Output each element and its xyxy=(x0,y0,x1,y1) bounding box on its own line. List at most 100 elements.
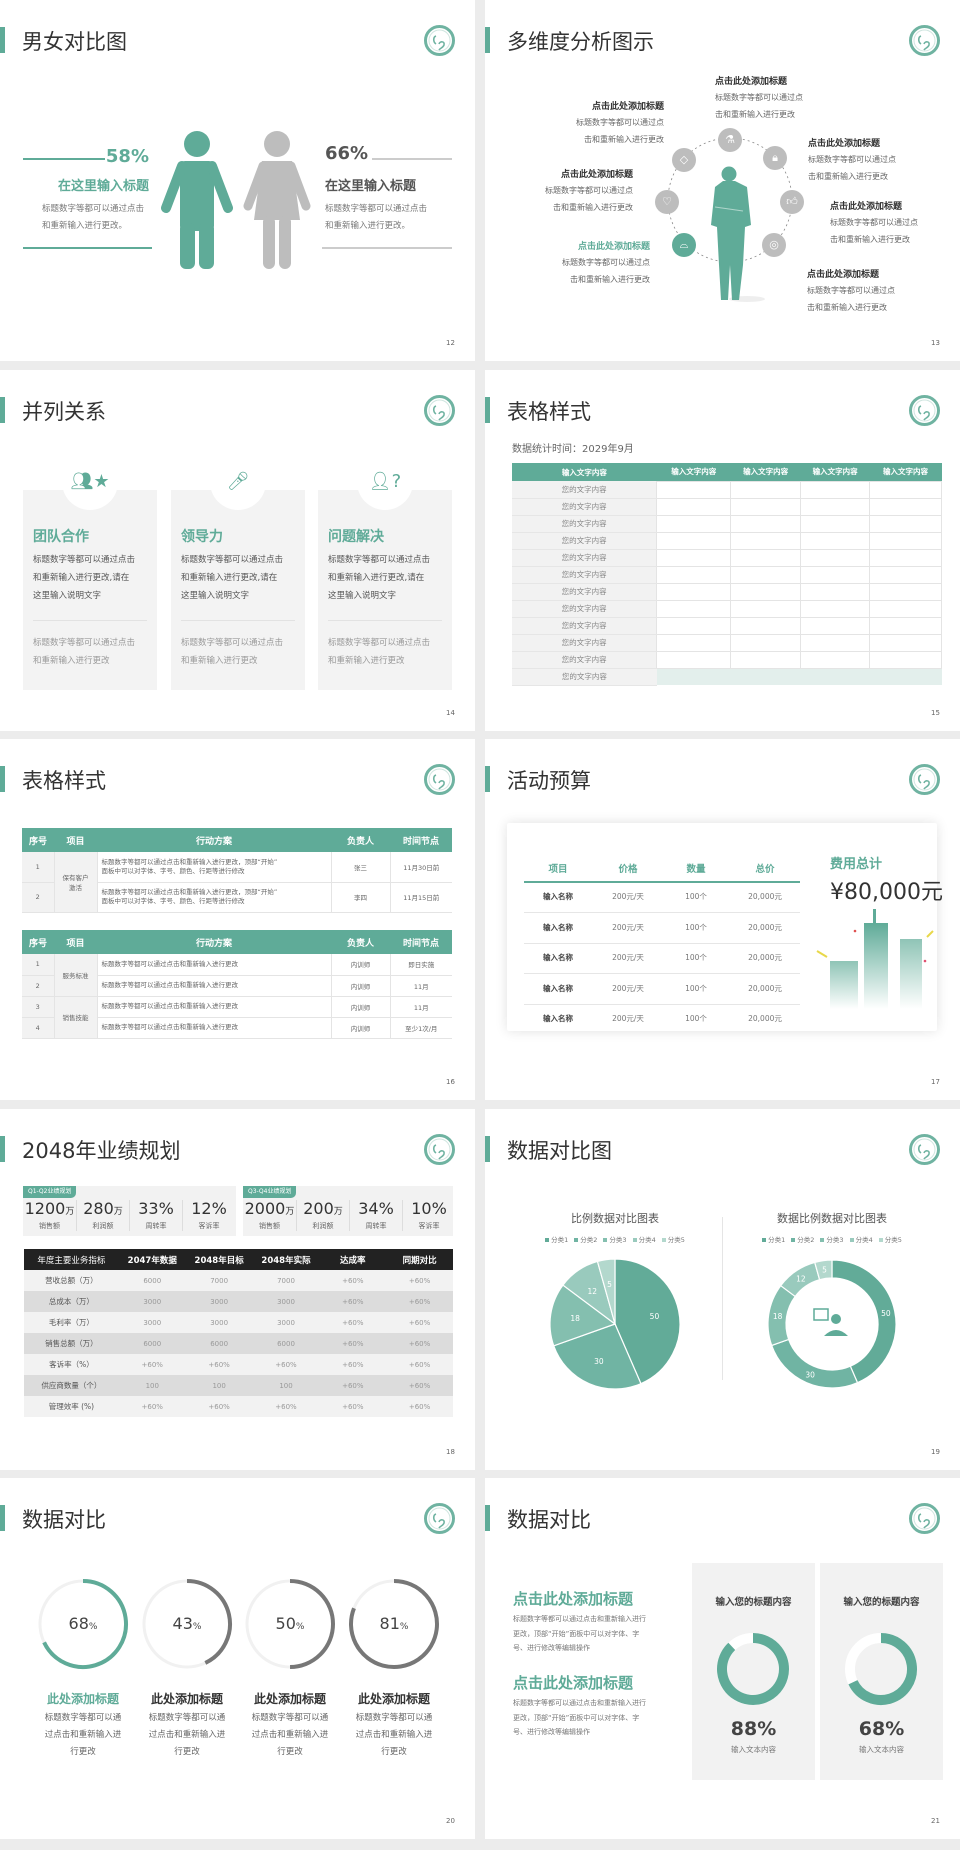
header-cell: 输入文字内容 xyxy=(743,467,789,477)
card-title: 输入您的标题内容 xyxy=(843,1597,920,1608)
data-cell[interactable] xyxy=(656,565,732,584)
data-cell[interactable] xyxy=(800,633,871,652)
data-cell[interactable] xyxy=(656,531,732,550)
data-cell[interactable] xyxy=(800,599,871,618)
data-cell[interactable] xyxy=(730,531,802,550)
plan-text: 标题数字等都可以通过点击和重新输入进行更改 xyxy=(101,1023,239,1031)
data-cell[interactable] xyxy=(869,514,942,533)
data-cell[interactable] xyxy=(730,480,802,499)
stat-label: 周转率 xyxy=(365,1222,387,1230)
row-label-cell: 您的文字内容 xyxy=(512,617,657,635)
header-cell: 时间节点 xyxy=(402,938,439,949)
pie-slice-分类5 xyxy=(596,1258,616,1325)
item-name: 输入名称 xyxy=(543,953,573,962)
data-cell[interactable] xyxy=(869,480,942,499)
data-cell[interactable] xyxy=(869,497,942,516)
page-number: 15 xyxy=(931,709,940,717)
data-cell: +60% xyxy=(141,1402,163,1411)
feature-item: 点击此处添加标题 标题数字等都可以通过点 击和重新输入进行更改 xyxy=(576,100,664,148)
data-cell[interactable] xyxy=(869,531,942,550)
card-divider xyxy=(328,620,442,621)
card-subtext: 输入文本内容 xyxy=(731,1745,776,1754)
stat-label: 周转率 xyxy=(145,1222,167,1230)
summary-cell[interactable] xyxy=(656,668,942,685)
data-cell[interactable] xyxy=(800,582,871,601)
owner-cell: 李四 xyxy=(331,882,391,912)
thumbs-up-icon: 👍︎ xyxy=(780,190,804,214)
stat-number: 33% xyxy=(138,1199,174,1218)
data-cell[interactable] xyxy=(869,548,942,567)
card-divider xyxy=(181,620,295,621)
block-heading: 点击此处添加标题 xyxy=(513,1590,634,1608)
stat-item: 34% 周转率 xyxy=(349,1200,402,1231)
logo-emblem-icon xyxy=(424,395,455,426)
data-cell[interactable] xyxy=(730,599,802,618)
data-cell[interactable] xyxy=(730,650,802,669)
data-cell[interactable] xyxy=(800,497,871,516)
data-cell[interactable] xyxy=(869,616,942,635)
data-cell[interactable] xyxy=(869,565,942,584)
block-desc: 更改，顶部“开始”面板中可以对字体、字 xyxy=(513,1713,640,1722)
data-cell[interactable] xyxy=(800,650,871,669)
plan-cell: 标题数字等都可以通过点击和重新输入进行更改 xyxy=(97,1017,332,1038)
data-cell[interactable] xyxy=(730,616,802,635)
feature-desc: 击和重新输入进行更改 xyxy=(553,203,633,212)
data-cell[interactable] xyxy=(656,548,732,567)
row-value: 100个 xyxy=(685,922,707,932)
header-cell: 负责人 xyxy=(346,938,374,949)
data-cell[interactable] xyxy=(730,633,802,652)
card-icon-circle: 👤︎? xyxy=(357,454,413,510)
data-cell[interactable] xyxy=(869,650,942,669)
data-cell[interactable] xyxy=(656,582,732,601)
data-cell[interactable] xyxy=(656,497,732,516)
data-cell[interactable] xyxy=(800,480,871,499)
data-cell[interactable] xyxy=(656,616,732,635)
stat-number: 2000 xyxy=(244,1199,286,1218)
table-row: 客诉率（%） +60% +60% +60% +60% +60% xyxy=(24,1354,453,1375)
plan-text: 标题数字等都可以通过点击和重新输入进行更改 xyxy=(101,959,239,968)
stats-date: 数据统计时间：2029年9月 xyxy=(512,444,634,455)
data-cell[interactable] xyxy=(869,582,942,601)
ring-progress xyxy=(289,1579,335,1669)
data-cell[interactable] xyxy=(656,650,732,669)
data-cell[interactable] xyxy=(800,616,871,635)
table-row: 销售总额（万） 6000 6000 6000 +60% +60% xyxy=(24,1333,453,1354)
data-cell[interactable] xyxy=(800,514,871,533)
data-cell: 3000 xyxy=(277,1297,295,1306)
table-row: 营收总额（万） 6000 7000 7000 +60% +60% xyxy=(24,1270,453,1291)
legend-item: 分类4 xyxy=(632,1236,656,1244)
stat-card xyxy=(692,1563,815,1780)
data-cell[interactable] xyxy=(656,599,732,618)
feature-desc: 标题数字等都可以通过点 xyxy=(808,155,896,164)
header-cell: 时间节点 xyxy=(402,836,439,847)
data-cell[interactable] xyxy=(800,531,871,550)
feature-desc: 击和重新输入进行更改 xyxy=(584,135,664,144)
data-cell[interactable] xyxy=(730,582,802,601)
index-cell: 3 xyxy=(22,996,55,1017)
data-cell[interactable] xyxy=(656,633,732,652)
table-row: 您的文字内容 xyxy=(512,616,942,635)
deadline-cell: 至少1次/月 xyxy=(405,1024,438,1033)
title-accent-bar xyxy=(485,397,490,423)
metric-name-cell: 毛利率（万） xyxy=(48,1318,94,1327)
data-cell[interactable] xyxy=(730,548,802,567)
table-row: 1 保有客户激活 标题数字等都可以通过点击和重新输入进行更改，顶部“开始” 面板中可以… xyxy=(22,852,452,912)
ring-desc: 过点击和重新输入进 xyxy=(251,1730,329,1740)
column-header: 数量 xyxy=(686,864,706,875)
deadline-cell: 11月15日前 xyxy=(403,894,440,902)
data-cell[interactable] xyxy=(869,633,942,652)
legend-item: 分类1 xyxy=(545,1236,568,1244)
data-cell[interactable] xyxy=(656,480,732,499)
data-cell[interactable] xyxy=(656,514,732,533)
ring-title: 此处添加标题 xyxy=(253,1692,326,1706)
owner-cell: 内训师 xyxy=(331,996,391,1017)
data-cell[interactable] xyxy=(800,565,871,584)
data-cell[interactable] xyxy=(730,497,802,516)
feature-heading: 点击此处添加标题 xyxy=(591,102,664,112)
data-cell[interactable] xyxy=(800,548,871,567)
donut-slice-分类2 xyxy=(770,1338,859,1389)
data-cell[interactable] xyxy=(730,514,802,533)
card-desc: 标题数字等都可以通过点击 xyxy=(328,555,431,565)
data-cell[interactable] xyxy=(869,599,942,618)
data-cell[interactable] xyxy=(730,565,802,584)
